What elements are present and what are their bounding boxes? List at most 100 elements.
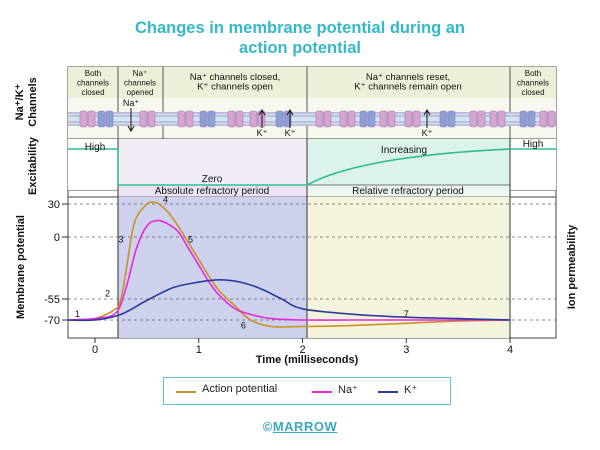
k-outflow-arrow-1 [258, 109, 266, 128]
channel-protein [87, 110, 96, 128]
action-potential-line [67, 201, 511, 328]
channel-protein [199, 110, 208, 128]
ion-permeability-label: Ion permeability [566, 224, 578, 309]
channel-protein [469, 110, 478, 128]
k-permeability-line [67, 278, 511, 322]
channel-protein [315, 110, 324, 128]
channel-phase-label: Na⁺ channels reset, [366, 72, 450, 83]
y-tick-label: -70 [44, 315, 60, 327]
channel-protein [79, 110, 88, 128]
channel-protein [275, 110, 284, 128]
excitability-zero-region [118, 139, 307, 190]
channel-protein [227, 110, 236, 128]
x-tick-label: 1 [196, 344, 202, 356]
channel-phase-label: opened [127, 88, 154, 97]
channel-protein [497, 110, 506, 128]
legend-ap-label: Action potential [202, 383, 278, 395]
y-tick-label: 0 [54, 232, 60, 244]
relative-refractory-region [307, 197, 510, 338]
channel-protein-group [79, 110, 556, 128]
legend-na-label: Na⁺ [338, 384, 358, 396]
channel-protein [367, 110, 376, 128]
channel-protein [519, 110, 528, 128]
channel-protein [447, 110, 456, 128]
channel-phase-label: Na⁺ [133, 69, 147, 78]
x-tick-label: 2 [299, 344, 305, 356]
legend: Action potential Na⁺ K⁺ [163, 377, 451, 405]
channel-protein [147, 110, 156, 128]
channel-protein [139, 110, 148, 128]
excitability-high-right: High [523, 139, 544, 150]
channel-protein [105, 110, 114, 128]
channel-phase-label: channels [124, 79, 156, 88]
channel-protein [207, 110, 216, 128]
channel-phase-label: channels [517, 79, 549, 88]
na-ion-label: Na⁺ [123, 98, 140, 108]
excitability-increasing: Increasing [381, 145, 427, 156]
k-outflow-arrow-2 [286, 109, 294, 128]
x-tick-label: 3 [403, 344, 409, 356]
copyright-symbol: © [262, 419, 273, 434]
phase-number-label: 7 [404, 309, 409, 319]
channel-protein [177, 110, 186, 128]
channel-protein [547, 110, 556, 128]
k-outflow-arrow-3 [423, 109, 431, 128]
channel-protein [489, 110, 498, 128]
absolute-refractory-region [118, 197, 307, 338]
channel-protein [539, 110, 548, 128]
channel-protein [97, 110, 106, 128]
excitability-zero: Zero [202, 174, 223, 185]
na-permeability-line [67, 219, 510, 321]
membrane-potential-label: Membrane potential [15, 215, 27, 319]
brand-name: MARROW [272, 419, 338, 434]
k-ion-label-2: K⁺ [285, 128, 296, 138]
channel-protein [379, 110, 388, 128]
x-tick-label: 4 [507, 344, 513, 356]
excitability-high-left-region [68, 139, 118, 190]
relative-refractory-label: Relative refractory period [352, 186, 464, 197]
legend-k-label: K⁺ [404, 384, 418, 396]
channel-phase-label: K⁺ channels open [197, 82, 273, 93]
y-tick-label: -55 [44, 294, 60, 306]
phase-number-label: 5 [188, 235, 193, 245]
channel-phase-label: K⁺ channels remain open [354, 82, 461, 93]
channel-phase-label: channels [77, 79, 109, 88]
channel-protein [439, 110, 448, 128]
phase-number-label: 3 [118, 235, 123, 245]
channel-protein [347, 110, 356, 128]
excitability-line [68, 148, 556, 186]
na-inflow-arrow [127, 108, 135, 132]
channel-protein [412, 110, 421, 128]
channel-protein [283, 110, 292, 128]
channel-protein [323, 110, 332, 128]
k-ion-label-3: K⁺ [422, 128, 433, 138]
channels-row-label: Na⁺/K⁺ [14, 83, 26, 120]
channel-phase-label: Both [85, 69, 101, 78]
channel-protein [235, 110, 244, 128]
channel-protein [527, 110, 536, 128]
channel-phase-label: Na⁺ channels closed, [190, 72, 281, 83]
phase-number-label: 1 [75, 309, 80, 319]
absolute-refractory-label: Absolute refractory period [155, 186, 270, 197]
legend-k-swatch [378, 391, 398, 393]
channel-protein [404, 110, 413, 128]
channels-row-label-2: Channels [27, 77, 39, 127]
k-ion-label-1: K⁺ [257, 128, 268, 138]
y-tick-label: 30 [48, 199, 60, 211]
legend-ap-swatch [176, 391, 196, 393]
channel-phase-label: Both [525, 69, 541, 78]
excitability-high-left: High [85, 142, 106, 153]
x-axis-label: Time (milliseconds) [256, 354, 359, 366]
channel-protein [339, 110, 348, 128]
channel-phase-label: closed [81, 88, 104, 97]
channel-protein [477, 110, 486, 128]
x-tick-label: 0 [92, 344, 98, 356]
excitability-high-right-region [510, 139, 556, 190]
channel-protein [387, 110, 396, 128]
page-title-line-2: action potential [239, 39, 361, 57]
phase-number-label: 4 [163, 194, 168, 204]
channel-protein [185, 110, 194, 128]
channel-protein [359, 110, 368, 128]
phase-number-label: 2 [105, 289, 110, 299]
